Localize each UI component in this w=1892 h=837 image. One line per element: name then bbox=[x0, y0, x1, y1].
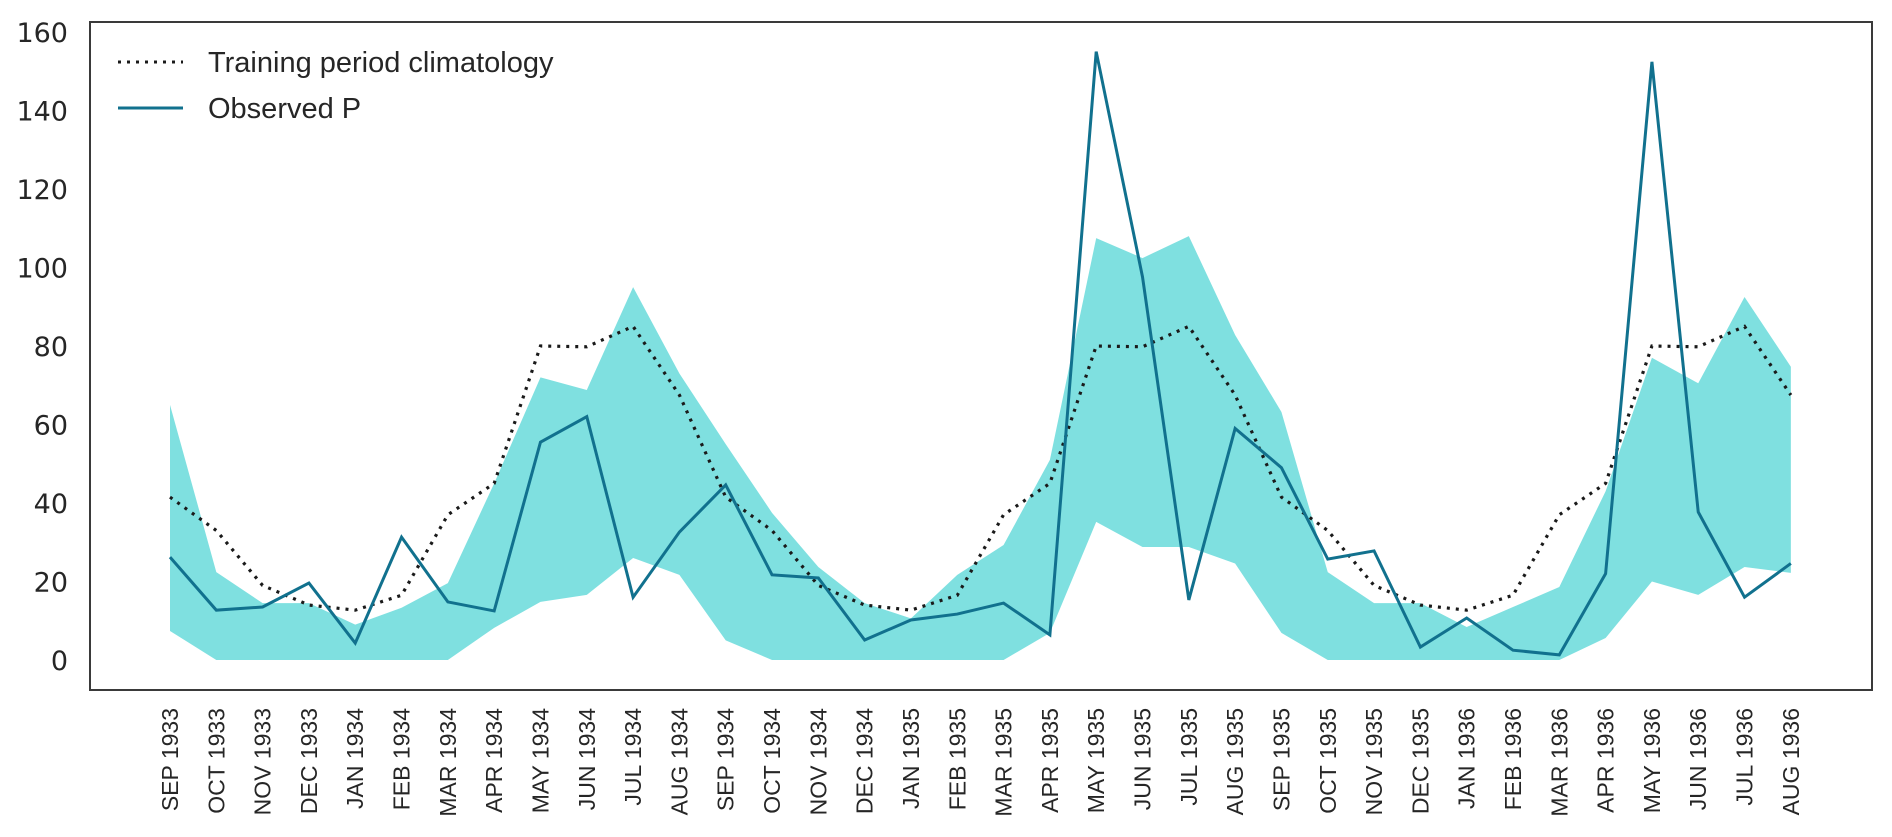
legend-label-climatology: Training period climatology bbox=[208, 47, 554, 79]
x-tick-label: JUL 1936 bbox=[1732, 708, 1758, 806]
x-tick-label: NOV 1935 bbox=[1361, 708, 1387, 815]
x-tick-label: JUN 1934 bbox=[574, 708, 600, 810]
x-tick-label: JUN 1936 bbox=[1685, 708, 1711, 810]
y-tick-label: 120 bbox=[16, 175, 68, 206]
x-tick-label: DEC 1934 bbox=[852, 708, 878, 814]
range-band bbox=[170, 236, 1791, 660]
x-tick-label: SEP 1934 bbox=[713, 708, 739, 811]
x-tick-label: NOV 1934 bbox=[805, 708, 831, 816]
range-band-layer bbox=[170, 236, 1791, 660]
x-tick-label: OCT 1934 bbox=[759, 708, 785, 814]
x-tick-label: MAR 1935 bbox=[991, 708, 1017, 817]
x-tick-label: NOV 1933 bbox=[250, 708, 276, 815]
x-tick-label: FEB 1935 bbox=[944, 708, 970, 810]
y-tick-label: 0 bbox=[51, 646, 68, 677]
y-tick-label: 160 bbox=[16, 18, 68, 49]
plot-frame bbox=[89, 21, 1873, 691]
x-tick-label: MAY 1936 bbox=[1639, 708, 1665, 813]
x-tick-label: DEC 1935 bbox=[1407, 708, 1433, 814]
y-tick-label: 80 bbox=[34, 332, 68, 363]
x-tick-label: MAY 1935 bbox=[1083, 708, 1109, 813]
x-tick-label: JUL 1934 bbox=[620, 708, 646, 806]
x-tick-label: JAN 1936 bbox=[1454, 708, 1480, 809]
x-axis: SEP 1933 OCT 1933 NOV 1933 DEC 1933 JAN 1934… bbox=[157, 708, 1804, 817]
y-tick-label: 40 bbox=[34, 489, 68, 520]
x-tick-label: AUG 1935 bbox=[1222, 708, 1248, 815]
series-line-climatology bbox=[169, 324, 1793, 612]
x-tick-label: OCT 1933 bbox=[203, 708, 229, 814]
x-tick-label: SEP 1933 bbox=[157, 708, 183, 811]
x-tick-label: MAR 1934 bbox=[435, 708, 461, 817]
y-tick-label: 100 bbox=[16, 254, 68, 285]
x-tick-label: DEC 1933 bbox=[296, 708, 322, 814]
x-tick-label: FEB 1934 bbox=[389, 708, 415, 810]
legend: Training period climatology Observed P bbox=[118, 47, 554, 125]
series-layer bbox=[168, 51, 1793, 657]
y-tick-label: 20 bbox=[34, 568, 68, 599]
x-tick-label: MAY 1934 bbox=[527, 708, 553, 813]
series-line-observed bbox=[168, 51, 1792, 657]
x-tick-label: JAN 1935 bbox=[898, 708, 924, 809]
x-tick-label: AUG 1934 bbox=[666, 708, 692, 816]
x-tick-label: FEB 1936 bbox=[1500, 708, 1526, 810]
x-tick-label: MAR 1936 bbox=[1546, 708, 1572, 817]
x-tick-label: APR 1936 bbox=[1593, 708, 1619, 813]
y-tick-label: 60 bbox=[34, 411, 68, 442]
x-tick-label: JUL 1935 bbox=[1176, 708, 1202, 806]
x-tick-label: AUG 1936 bbox=[1778, 708, 1804, 815]
legend-label-observed: Observed P bbox=[208, 93, 361, 125]
x-tick-label: JUN 1935 bbox=[1130, 708, 1156, 810]
y-tick-label: 140 bbox=[16, 97, 68, 128]
x-tick-label: APR 1935 bbox=[1037, 708, 1063, 813]
x-tick-label: SEP 1935 bbox=[1268, 708, 1294, 811]
x-tick-label: APR 1934 bbox=[481, 708, 507, 813]
x-tick-label: OCT 1935 bbox=[1315, 708, 1341, 814]
y-axis: 0 20 40 60 80 100 120 140 160 bbox=[16, 18, 68, 677]
x-tick-label: JAN 1934 bbox=[342, 708, 368, 809]
